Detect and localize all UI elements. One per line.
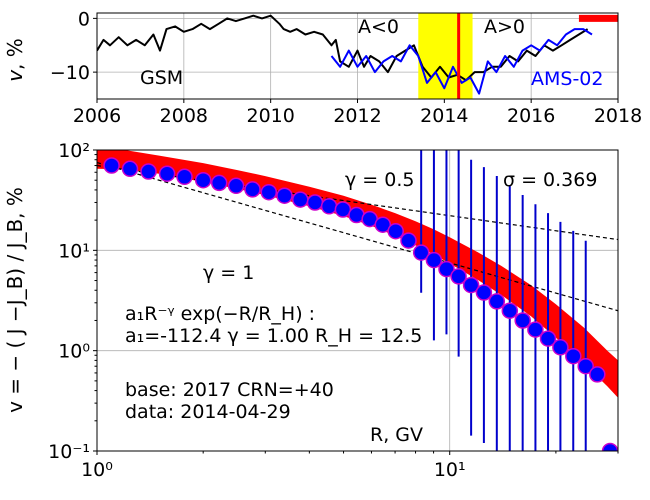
bottom-y-tick-label: 10² [58, 140, 90, 162]
top-x-tick-label: 2010 [246, 105, 294, 127]
data-point [539, 330, 557, 347]
date-label: data: 2014-04-29 [125, 401, 291, 423]
data-point [260, 183, 278, 201]
data-point [400, 232, 417, 249]
data-point [320, 198, 338, 215]
data-point [577, 357, 594, 375]
top-y-tick-label: −10 [50, 62, 90, 84]
top-x-tick-label: 2006 [73, 105, 121, 127]
error-bars [420, 150, 587, 451]
top-x-tick-label: 2016 [507, 105, 555, 127]
data-point [103, 157, 120, 174]
data-point [601, 442, 618, 451]
data-point [374, 216, 392, 233]
top-x-tick-label: 2008 [160, 105, 208, 127]
data-point [412, 244, 430, 261]
top-panel: 2006 2008 2010 2012 2014 2016 2018 0 −10 v, % G… [3, 8, 642, 127]
top-x-tick-label: 2012 [333, 105, 381, 127]
data-point [227, 177, 245, 195]
data-point [292, 191, 309, 208]
sigma-label: σ = 0.369 [503, 169, 597, 191]
top-y-ticks: 0 −10 [50, 8, 97, 84]
reference-line-gamma-1 [97, 161, 618, 312]
a-negative-label: A<0 [358, 16, 399, 38]
gsm-series-line [97, 14, 589, 82]
ams-series-line [330, 28, 593, 95]
data-point [306, 194, 324, 211]
top-y-tick-label: 0 [78, 8, 90, 30]
data-point [514, 312, 531, 329]
data-point [334, 201, 352, 218]
data-point [527, 321, 544, 338]
data-point [121, 160, 139, 178]
top-y-label-var: v [3, 69, 27, 82]
fit-parameters: a₁=-112.4 γ = 1.00 R_H = 12.5 [125, 325, 422, 347]
data-point [488, 293, 506, 310]
data-point [450, 268, 467, 285]
bottom-y-axis-label: v = − ( J −J_B) / J_B, % [3, 187, 27, 413]
data-point [462, 276, 480, 294]
bottom-x-tick-label: 10¹ [434, 459, 466, 481]
data-point [501, 302, 519, 319]
top-x-tick-label: 2018 [594, 105, 642, 127]
data-point [425, 251, 443, 269]
fit-formula: a₁R⁻ᵞ exp(−R/R_H) : [125, 303, 315, 325]
bottom-y-tick-label: 10¹ [58, 240, 90, 262]
bottom-axes-frame [96, 149, 619, 452]
data-point [140, 163, 157, 180]
data-point [589, 366, 606, 383]
data-points [103, 157, 618, 451]
bottom-x-ticks: 10⁰ 10¹ [81, 451, 619, 481]
gamma-half-label: γ = 0.5 [345, 169, 414, 191]
gamma-one-label: γ = 1 [203, 262, 254, 284]
data-point [438, 260, 455, 278]
a-positive-label: A>0 [484, 16, 525, 38]
top-x-ticks: 2006 2008 2010 2012 2014 2016 2018 [73, 99, 642, 127]
data-point [176, 168, 193, 186]
data-point [158, 165, 176, 182]
data-point [475, 284, 493, 301]
data-point [244, 181, 261, 198]
top-y-label-unit: , % [3, 38, 27, 70]
data-point [276, 187, 293, 204]
bottom-x-axis-label: R, GV [370, 424, 423, 446]
data-point [387, 222, 404, 240]
bottom-y-tick-label: 10⁻¹ [48, 441, 90, 463]
data-point [194, 171, 212, 189]
top-y-axis-label: v, % [3, 38, 27, 82]
top-series-group [97, 14, 593, 95]
data-point [210, 174, 228, 192]
bottom-y-tick-label: 10⁰ [58, 341, 90, 363]
bottom-y-ticks: 10⁻¹ 10⁰ 10¹ 10² [48, 140, 97, 463]
bottom-x-tick-label: 10⁰ [81, 459, 113, 481]
data-point [552, 339, 569, 356]
data-point [565, 347, 582, 365]
top-x-tick-label: 2014 [420, 105, 468, 127]
gsm-label: GSM [140, 67, 183, 89]
ams-label: AMS-02 [531, 68, 603, 90]
base-label: base: 2017 CRN=+40 [125, 379, 334, 401]
